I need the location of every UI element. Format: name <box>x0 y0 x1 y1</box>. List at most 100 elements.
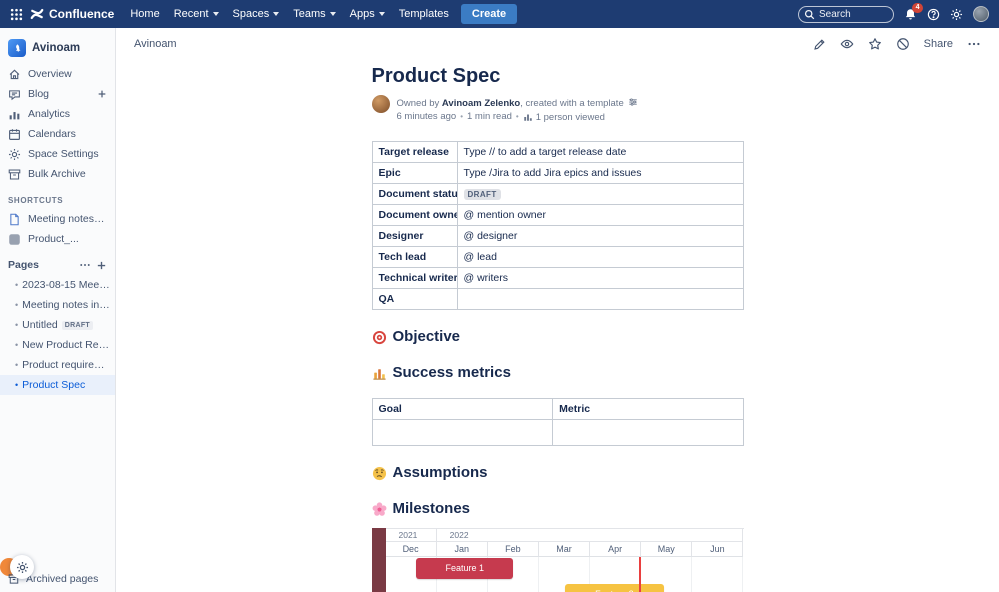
draft-badge: DRAFT <box>61 320 93 330</box>
roadmap-grid-column <box>641 557 693 592</box>
shortcut-label: Meeting notes in... <box>28 213 107 225</box>
analytics-icon <box>9 111 20 119</box>
confluence-logo[interactable]: Confluence <box>30 7 114 21</box>
chevron-down-icon <box>273 12 280 16</box>
space-sidebar: Avinoam Overview Blog Analytics Calendar… <box>0 28 116 592</box>
bar-chart-emoji <box>372 368 386 380</box>
page-tree-item[interactable]: New Product Requirements <box>0 335 115 355</box>
nav-templates[interactable]: Templates <box>392 4 456 24</box>
pencil-icon <box>813 38 825 50</box>
add-blog-post-button[interactable] <box>97 89 107 99</box>
archive-box-icon <box>8 169 21 179</box>
roadmap-month-label: Feb <box>487 542 539 557</box>
sidebar-item-overview[interactable]: Overview <box>0 64 115 84</box>
roadmap-month-label: Jun <box>692 542 744 557</box>
add-page-button[interactable] <box>96 260 107 271</box>
share-button[interactable]: Share <box>923 38 953 50</box>
edit-button[interactable] <box>813 38 826 51</box>
document-icon <box>10 213 19 225</box>
pages-more-button[interactable] <box>79 259 91 271</box>
sidebar-item-calendars[interactable]: Calendars <box>0 124 115 144</box>
page-title-label: Product Spec <box>22 379 86 391</box>
notifications-button[interactable]: 4 <box>904 2 923 21</box>
designer-value: @ designer <box>456 225 744 247</box>
nav-home[interactable]: Home <box>123 4 166 24</box>
quick-settings-widget[interactable] <box>10 555 34 579</box>
calendar-icon <box>9 128 20 140</box>
shortcut-item-meeting-notes[interactable]: Meeting notes in... <box>0 209 115 229</box>
main-content: Avinoam Share Product Spec Owned by Avin… <box>116 28 999 592</box>
settings-button[interactable] <box>950 8 963 21</box>
nav-apps[interactable]: Apps <box>343 4 392 24</box>
gear-icon <box>8 148 21 160</box>
search-box <box>798 5 894 23</box>
profile-button[interactable] <box>973 6 989 22</box>
author-avatar[interactable] <box>371 95 390 113</box>
section-heading-objective: Objective <box>372 328 744 346</box>
create-button[interactable]: Create <box>460 4 518 24</box>
section-title: Success metrics <box>392 364 511 381</box>
page-title: Product Spec <box>371 65 501 87</box>
analytics-viewers-button[interactable]: 1 person viewed <box>523 112 605 123</box>
column-header: Metric <box>552 398 744 420</box>
table-header-row: Goal Metric <box>371 398 744 420</box>
sidebar-item-space-settings[interactable]: Space Settings <box>0 144 115 164</box>
table-row <box>371 419 744 446</box>
manage-ownership-button[interactable] <box>628 95 638 110</box>
star-icon <box>868 38 881 50</box>
app-switcher-button[interactable] <box>5 3 27 25</box>
search-icon <box>804 9 815 19</box>
byline: Owned by Avinoam Zelenko, created with a… <box>371 95 744 123</box>
page-title-label: New Product Requirements <box>22 339 111 351</box>
owned-by-text: Owned by <box>396 98 442 109</box>
space-header[interactable]: Avinoam <box>0 32 115 64</box>
roadmap-grid-column <box>590 557 642 592</box>
nav-teams[interactable]: Teams <box>286 4 342 24</box>
star-button[interactable] <box>868 37 882 51</box>
separator-dot <box>516 111 519 123</box>
sidebar-item-analytics[interactable]: Analytics <box>0 104 115 124</box>
gear-icon <box>16 561 28 573</box>
section-heading-success-metrics: Success metrics <box>372 364 744 382</box>
nav-recent[interactable]: Recent <box>167 4 226 24</box>
page-title-label: Product requirements <box>22 359 111 371</box>
pages-title: Pages <box>8 259 39 271</box>
sidebar-item-label: Bulk Archive <box>28 168 86 180</box>
empty-cell <box>552 419 744 446</box>
row-label: Designer <box>371 225 458 247</box>
rocket-icon <box>15 43 20 52</box>
more-horizontal-icon <box>968 42 980 46</box>
page-tree-item[interactable]: Product requirements <box>0 355 115 375</box>
table-row: QA <box>371 288 744 310</box>
blog-icon <box>9 89 20 100</box>
shortcut-item-product[interactable]: Product_... <box>0 229 115 249</box>
roadmap-year-label: 2022 <box>436 529 744 542</box>
watch-button[interactable] <box>840 37 854 51</box>
roadmap-years-row: 2021 2022 <box>385 529 744 542</box>
page-tree-item[interactable]: Meeting notes in space <box>0 295 115 315</box>
table-row: Document status DRAFT <box>371 183 744 205</box>
qa-value <box>456 288 744 310</box>
help-button[interactable] <box>927 8 940 21</box>
search-input[interactable] <box>798 5 894 23</box>
restrictions-button[interactable] <box>896 37 910 51</box>
page-tree-item[interactable]: 2023-08-15 Meeting notes <box>0 275 115 295</box>
owner-link[interactable]: Avinoam Zelenko <box>441 98 521 109</box>
sliders-icon <box>628 98 637 106</box>
pages-section-header[interactable]: Pages <box>0 249 115 275</box>
roadmap-month-label: May <box>641 542 693 557</box>
epic-value: Type /Jira to add Jira epics and issues <box>456 162 744 184</box>
roadmap-body: Feature 1 Feature 2 <box>386 557 744 592</box>
nav-spaces[interactable]: Spaces <box>226 4 287 24</box>
viewed-text: 1 person viewed <box>535 111 605 123</box>
technical-writers-value: @ writers <box>456 267 744 289</box>
more-actions-button[interactable] <box>967 37 981 51</box>
breadcrumb[interactable]: Avinoam <box>134 38 177 50</box>
page-tree-item-selected[interactable]: Product Spec <box>0 375 115 395</box>
success-metrics-table: Goal Metric <box>371 398 744 446</box>
roadmap-bar: Feature 2 <box>564 584 665 592</box>
table-row: Target release Type // to add a target re… <box>371 141 744 163</box>
sidebar-item-bulk-archive[interactable]: Bulk Archive <box>0 164 115 184</box>
sidebar-item-blog[interactable]: Blog <box>0 84 115 104</box>
